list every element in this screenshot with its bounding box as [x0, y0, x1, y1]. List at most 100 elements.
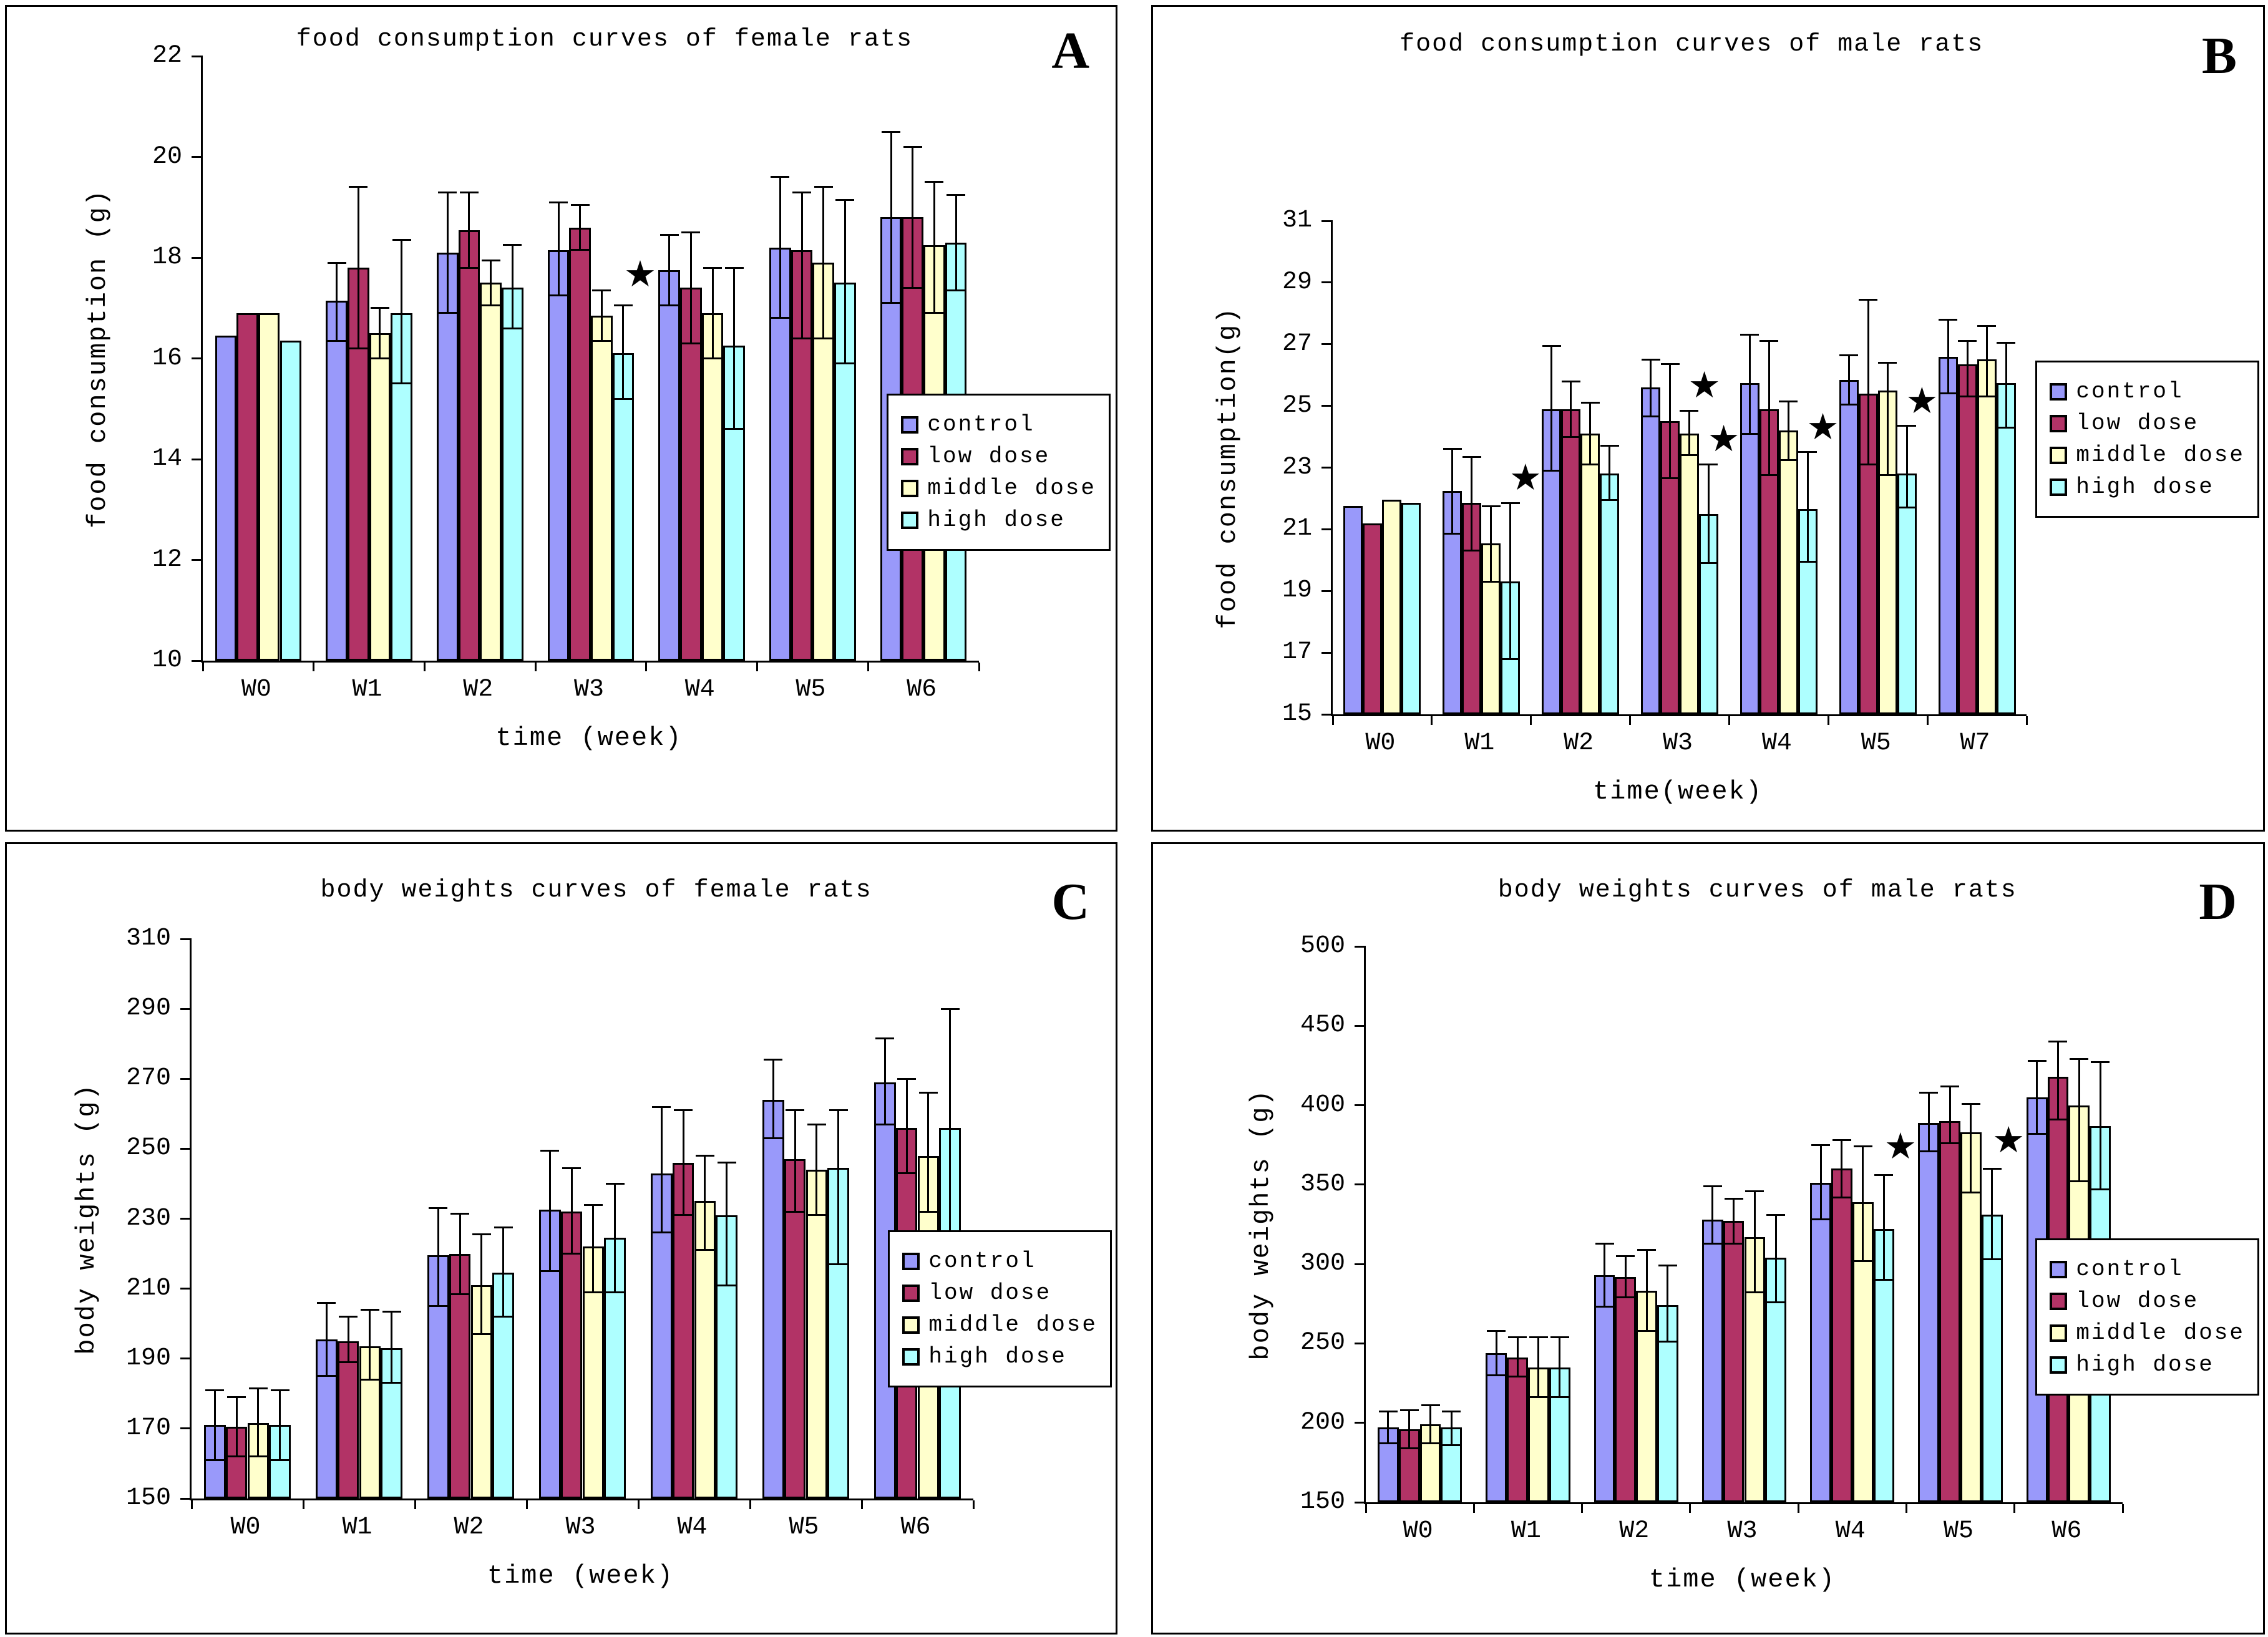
bar-control [326, 300, 348, 661]
y-tick-mark [1321, 651, 1333, 654]
error-bar-cap [1958, 396, 1977, 398]
error-bar-line [955, 195, 957, 291]
error-bar-cap [1529, 1336, 1548, 1338]
x-category-label: W1 [342, 1513, 372, 1542]
x-axis-label: time (week) [495, 723, 683, 753]
error-bar-line [1688, 410, 1690, 455]
y-tick-mark [180, 1077, 192, 1080]
error-bar-cap [1982, 1258, 2002, 1260]
error-bar-cap [1759, 474, 1779, 477]
error-bar-cap [540, 1149, 560, 1152]
y-tick-mark [1355, 945, 1366, 948]
error-bar-line [2036, 1061, 2038, 1134]
y-tick-mark [180, 1358, 192, 1360]
error-bar-cap [792, 191, 812, 193]
y-tick-label: 450 [1300, 1011, 1345, 1040]
error-bar-cap [1703, 1242, 1722, 1245]
error-bar-cap [1542, 469, 1561, 472]
error-bar-cap [1961, 1102, 1980, 1105]
legend-swatch [901, 511, 919, 529]
error-bar-cap [681, 231, 701, 234]
y-tick-mark [1321, 343, 1333, 346]
x-tick-mark [423, 663, 426, 671]
x-tick-mark [414, 1500, 416, 1509]
bar-high-dose [492, 1273, 515, 1499]
legend-item-middle-dose: middle dose [901, 475, 1096, 501]
error-bar-cap [2091, 1061, 2110, 1064]
error-bar-cap [1481, 580, 1501, 583]
y-tick-label: 290 [125, 994, 171, 1023]
error-bar-cap [717, 1284, 736, 1286]
error-bar-line [837, 1110, 840, 1265]
error-bar-line [1847, 355, 1850, 405]
legend-label: middle dose [928, 1312, 1097, 1338]
y-tick-mark [180, 1218, 192, 1220]
bar-middle-dose [1680, 434, 1699, 714]
error-bar-cap [562, 1167, 582, 1169]
bar-high-dose [280, 341, 302, 661]
error-bar-cap [1462, 455, 1481, 458]
error-bar-cap [549, 294, 568, 297]
error-bar-cap [1811, 1218, 1831, 1221]
bar-control [1343, 506, 1363, 714]
error-bar-line [1537, 1337, 1540, 1397]
plot-area: ★ ★ ★ ★ ★ [1321, 220, 2028, 725]
bar-low-dose [1723, 1221, 1745, 1502]
error-bar-cap [503, 244, 522, 246]
error-bar-cap [227, 1396, 246, 1398]
error-bar-cap [1832, 1139, 1851, 1142]
error-bar-cap [1616, 1296, 1635, 1299]
error-bar-cap [2070, 1058, 2089, 1061]
error-bar-line [379, 308, 381, 359]
legend-item-middle-dose: middle dose [902, 1312, 1097, 1338]
bar-control [1810, 1183, 1831, 1502]
error-bar-cap [2091, 1188, 2110, 1190]
legend-swatch [2050, 1324, 2068, 1342]
legend-item-low-dose: low dose [902, 1280, 1097, 1306]
error-bar-cap [459, 191, 479, 193]
x-tick-mark [978, 663, 980, 671]
error-bar-cap [2070, 1180, 2089, 1183]
error-bar-cap [703, 357, 723, 359]
y-tick-label: 23 [1282, 453, 1312, 482]
error-bar-cap [1550, 1336, 1569, 1338]
error-bar-cap [327, 339, 346, 342]
y-tick-label: 210 [125, 1274, 171, 1303]
legend-label: low dose [928, 1280, 1052, 1306]
error-bar-cap [1658, 1341, 1677, 1343]
error-bar-line [689, 232, 692, 344]
x-axis-label: time(week) [1592, 777, 1763, 807]
x-tick-mark [1629, 716, 1632, 725]
error-bar-cap [349, 347, 368, 349]
error-bar-line [1947, 319, 1949, 394]
error-bar-cap [1798, 451, 1818, 454]
legend: control low dose middle dose high dose [888, 1230, 1112, 1387]
error-bar-line [1905, 425, 1908, 508]
error-bar-line [1408, 1410, 1411, 1449]
error-bar-cap [1766, 1213, 1786, 1216]
significance-star: ★ [1707, 417, 1740, 460]
error-bar-cap [918, 1092, 938, 1094]
legend-item-control: control [2050, 1256, 2245, 1282]
legend-label: low dose [2076, 1288, 2199, 1314]
bar-middle-dose [591, 315, 613, 661]
x-tick-mark [1728, 716, 1730, 725]
error-bar-cap [1487, 1374, 1506, 1376]
error-bar-line [801, 192, 803, 339]
error-bar-line [660, 1107, 663, 1233]
y-tick-label: 27 [1282, 329, 1312, 358]
error-bar-cap [835, 362, 855, 365]
x-category-label: W5 [789, 1513, 819, 1542]
error-bar-cap [1997, 426, 2016, 429]
error-bar-line [213, 1390, 216, 1460]
error-bar-line [733, 268, 736, 429]
panel-letter: A [1051, 22, 1089, 80]
error-bar-line [1768, 341, 1770, 475]
error-bar-line [1862, 1146, 1864, 1261]
significance-star: ★ [1688, 363, 1721, 406]
error-bar-cap [652, 1105, 671, 1108]
bar-middle-dose [1778, 430, 1798, 714]
error-bar-cap [570, 249, 590, 251]
bar-low-dose [347, 268, 369, 661]
